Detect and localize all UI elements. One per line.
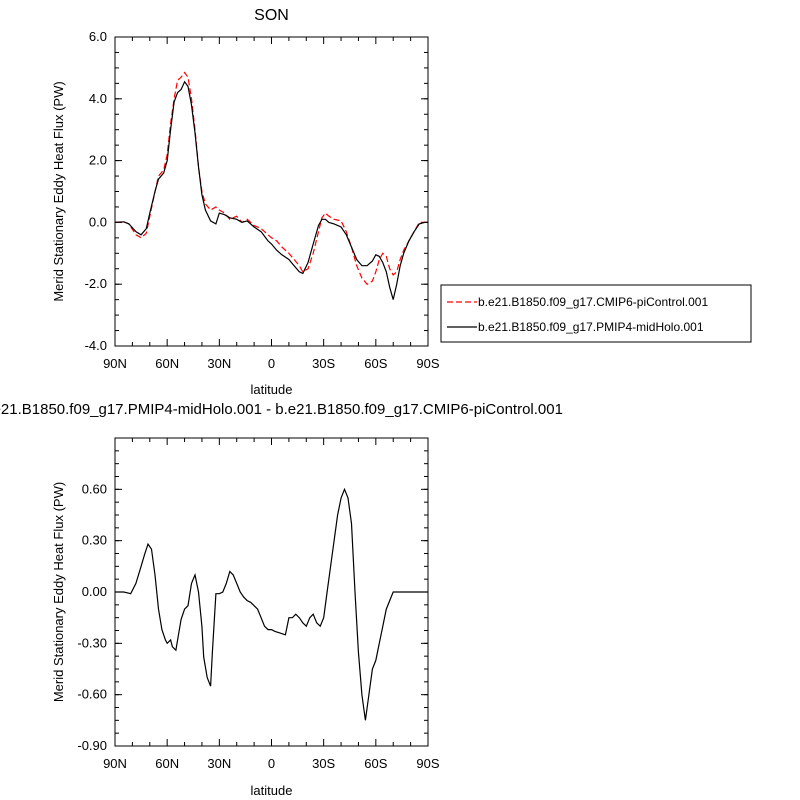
- x-tick-label: 90N: [103, 756, 127, 771]
- x-tick-label: 30N: [207, 756, 231, 771]
- x-tick-label: 60S: [364, 756, 387, 771]
- y-tick-label: 0.60: [82, 481, 107, 496]
- x-tick-label: 0: [268, 356, 275, 371]
- y-tick-label: 2.0: [89, 153, 107, 168]
- x-axis-label: latitude: [251, 783, 293, 798]
- y-axis-label: Merid Stationary Eddy Heat Flux (PW): [51, 81, 66, 301]
- x-tick-label: 60S: [364, 356, 387, 371]
- x-tick-label: 60N: [155, 356, 179, 371]
- chart-panel-2: [114, 437, 429, 747]
- chart-title: b.e21.B1850.f09_g17.PMIP4-midHolo.001 - …: [0, 401, 563, 418]
- y-axis-label: Merid Stationary Eddy Heat Flux (PW): [51, 482, 66, 702]
- x-tick-label: 60N: [155, 756, 179, 771]
- y-tick-label: -0.30: [77, 635, 107, 650]
- plot-frame: [114, 437, 429, 747]
- x-tick-label: 0: [268, 756, 275, 771]
- legend-box: [440, 284, 752, 343]
- x-axis-label: latitude: [251, 382, 293, 397]
- y-tick-label: 0.00: [82, 584, 107, 599]
- x-tick-label: 30S: [312, 756, 335, 771]
- x-tick-label: 90S: [416, 756, 439, 771]
- y-tick-label: 6.0: [89, 29, 107, 44]
- series-line-1: [115, 487, 428, 721]
- y-tick-label: -0.60: [77, 687, 107, 702]
- y-tick-label: -0.90: [77, 738, 107, 753]
- y-tick-label: 0.0: [89, 214, 107, 229]
- y-tick-label: -4.0: [85, 338, 107, 353]
- legend-entry-1: b.e21.B1850.f09_g17.CMIP6-piControl.001: [478, 295, 708, 309]
- x-tick-label: 90S: [416, 356, 439, 371]
- series-line-1: [114, 71, 428, 285]
- y-tick-label: -2.0: [85, 276, 107, 291]
- x-tick-label: 30S: [312, 356, 335, 371]
- chart-panel-1: [114, 36, 752, 347]
- chart-title: SON: [254, 7, 289, 24]
- y-tick-label: 0.30: [82, 533, 107, 548]
- y-tick-label: 4.0: [89, 91, 107, 106]
- x-tick-label: 90N: [103, 356, 127, 371]
- legend-entry-2: b.e21.B1850.f09_g17.PMIP4-midHolo.001: [478, 320, 704, 334]
- plot-frame: [114, 36, 429, 347]
- series-line-2: [114, 80, 428, 300]
- x-tick-label: 30N: [207, 356, 231, 371]
